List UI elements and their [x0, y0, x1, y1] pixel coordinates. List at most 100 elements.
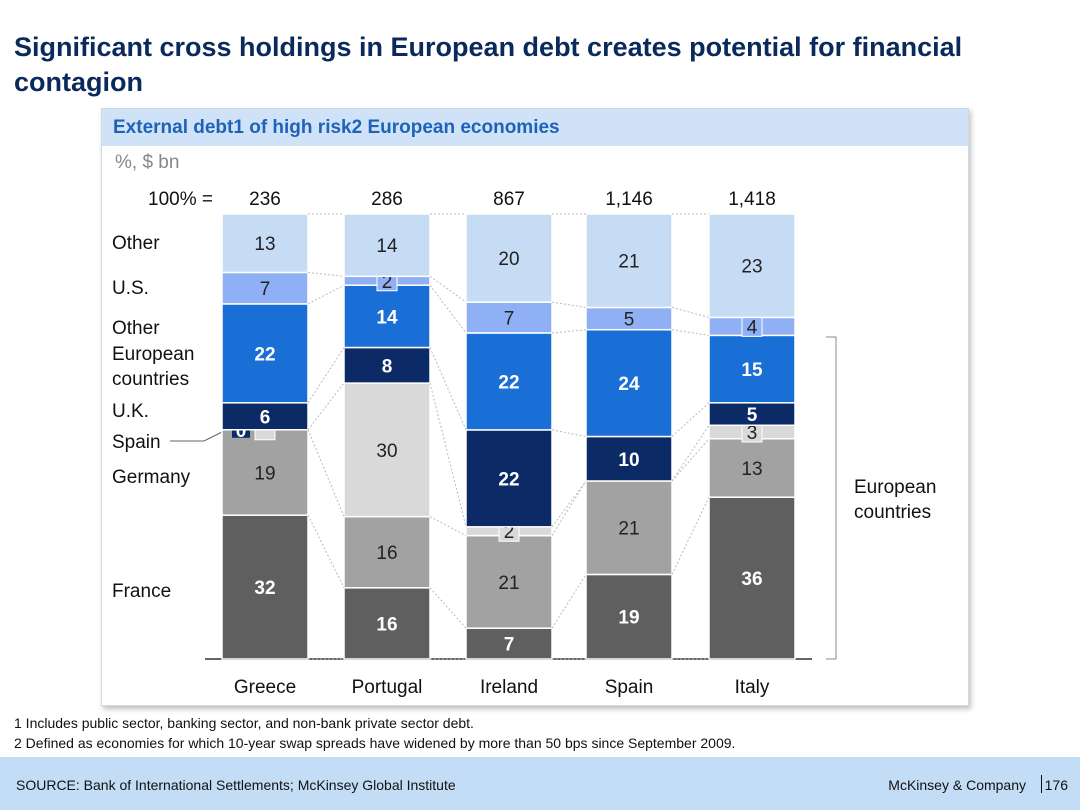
- footnote-1: 1 Includes public sector, banking sector…: [14, 715, 474, 731]
- segment-label: 13: [254, 234, 275, 255]
- segment-label: 14: [376, 307, 398, 328]
- bar-segment: [465, 213, 553, 303]
- connector-line: [307, 347, 345, 404]
- segment-label: 22: [254, 344, 275, 365]
- segment-label: 7: [260, 279, 271, 300]
- legend-germany: Germany: [112, 467, 191, 488]
- footnote-2: 2 Defined as economies for which 10-year…: [14, 735, 736, 751]
- segment-label: 21: [618, 519, 639, 540]
- connector-line: [307, 429, 345, 517]
- bracket-label-1: European: [854, 477, 936, 498]
- bar-segment: [343, 382, 431, 518]
- legend-us: U.S.: [112, 278, 149, 299]
- segment-label: 2: [382, 272, 393, 293]
- legend-other: Other: [112, 233, 160, 254]
- bar-segment: [465, 627, 553, 660]
- bar-segment: [343, 346, 431, 384]
- chart-title: External debt1 of high risk2 European ec…: [102, 109, 968, 146]
- connector-line: [671, 329, 710, 336]
- connector-line: [307, 514, 345, 589]
- bar-segment: [343, 515, 431, 589]
- page-title: Significant cross holdings in European d…: [14, 32, 963, 97]
- segment-label: 16: [376, 614, 397, 635]
- bar-total: 1,418: [728, 189, 776, 210]
- segment-label: 15: [741, 360, 763, 381]
- european-bracket: [826, 336, 837, 660]
- connector-line: [307, 271, 345, 277]
- bar-segment: [343, 213, 431, 278]
- segment-label: 5: [747, 405, 758, 426]
- bar-segment: [221, 213, 309, 274]
- connector-line: [551, 480, 587, 528]
- connector-line: [307, 382, 345, 431]
- brand-name: McKinsey & Company: [888, 777, 1026, 793]
- connector-line: [551, 480, 587, 536]
- bar-segment: [708, 213, 796, 319]
- legend-spain-leader-2: [203, 431, 223, 442]
- connector-line: [551, 329, 587, 334]
- connector-line: [429, 284, 467, 334]
- segment-label: 22: [498, 469, 519, 490]
- bar-segment: [465, 429, 553, 528]
- connector-line: [429, 382, 467, 527]
- legend-other-european-3: countries: [112, 369, 189, 390]
- segment-label: 23: [741, 257, 762, 278]
- x-tick-label: Ireland: [480, 677, 538, 698]
- connector-line: [671, 402, 710, 437]
- legend-france: France: [112, 581, 171, 602]
- bar-segment: [465, 301, 553, 334]
- segment-label: 8: [382, 356, 393, 377]
- segment-label: 0: [236, 421, 247, 442]
- legend-spain: Spain: [112, 432, 161, 453]
- segment-label: 32: [254, 578, 275, 599]
- connector-line: [429, 587, 467, 629]
- connector-line: [429, 516, 467, 537]
- segment-label: 24: [618, 374, 640, 395]
- segment-label: 3: [747, 423, 758, 444]
- bar-segment: [708, 496, 796, 660]
- footer-divider: [1041, 775, 1042, 793]
- bar-segment: [343, 284, 431, 349]
- legend-other-european-1: Other: [112, 318, 160, 339]
- segment-label: 6: [260, 407, 271, 428]
- x-tick-label: Spain: [605, 677, 654, 698]
- connector-line: [429, 347, 467, 431]
- bar-segment: [465, 534, 553, 629]
- bracket-label-2: countries: [854, 502, 931, 523]
- segment-label: 22: [498, 372, 519, 393]
- bar-total: 867: [493, 189, 525, 210]
- connector-line: [671, 306, 710, 318]
- segment-label: 30: [376, 441, 397, 462]
- segment-label: 19: [618, 608, 639, 629]
- bar-segment: [221, 402, 309, 431]
- connector-line: [551, 429, 587, 437]
- source-text: SOURCE: Bank of International Settlement…: [16, 777, 456, 793]
- connector-line: [671, 424, 710, 482]
- segment-label: 36: [741, 569, 762, 590]
- segment-label: 16: [376, 543, 397, 564]
- segment-label: 14: [376, 236, 398, 257]
- bar-segment: [221, 303, 309, 404]
- segment-label: 13: [741, 459, 762, 480]
- total-label: 100% =: [148, 189, 213, 210]
- bar-segment: [585, 480, 673, 576]
- segment-label: 21: [618, 252, 639, 273]
- bar-segment: [585, 328, 673, 438]
- bar-segment: [708, 334, 796, 404]
- chart-unit: %, $ bn: [115, 152, 180, 173]
- footer: SOURCE: Bank of International Settlement…: [0, 757, 1080, 810]
- segment-label: 21: [498, 573, 519, 594]
- segment-label: 2: [504, 522, 515, 543]
- bar-segment: [585, 573, 673, 660]
- x-tick-label: Greece: [234, 677, 296, 698]
- segment-label: 10: [618, 450, 639, 471]
- bar-total: 1,146: [605, 189, 653, 210]
- bar-segment: [585, 435, 673, 482]
- bar-segment: [221, 514, 309, 660]
- segment-label: 20: [498, 249, 519, 270]
- bar-total: 286: [371, 189, 403, 210]
- legend-other-european-2: European: [112, 344, 194, 365]
- page-number: 176: [1044, 777, 1068, 793]
- bar-segment: [343, 587, 431, 660]
- bar-segment: [708, 437, 796, 498]
